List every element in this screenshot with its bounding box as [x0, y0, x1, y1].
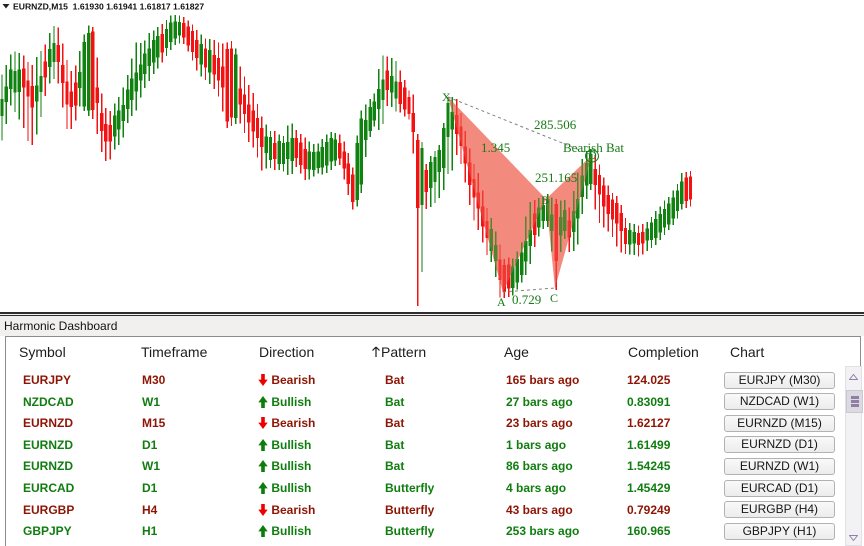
svg-text:D: D — [588, 148, 597, 162]
svg-text:A: A — [497, 295, 506, 309]
svg-text:251.165: 251.165 — [535, 170, 577, 185]
svg-text:B: B — [541, 193, 549, 207]
svg-text:X: X — [442, 90, 451, 104]
svg-text:1.345: 1.345 — [481, 140, 510, 155]
svg-text:C: C — [550, 291, 558, 305]
svg-text:0.729: 0.729 — [512, 292, 541, 307]
svg-text:EURNZD,M15 1.61930 1.61941 1.: EURNZD,M15 1.61930 1.61941 1.61817 1.618… — [13, 2, 204, 12]
svg-text:Bearish Bat: Bearish Bat — [563, 140, 624, 155]
svg-text:285.506: 285.506 — [534, 117, 577, 132]
